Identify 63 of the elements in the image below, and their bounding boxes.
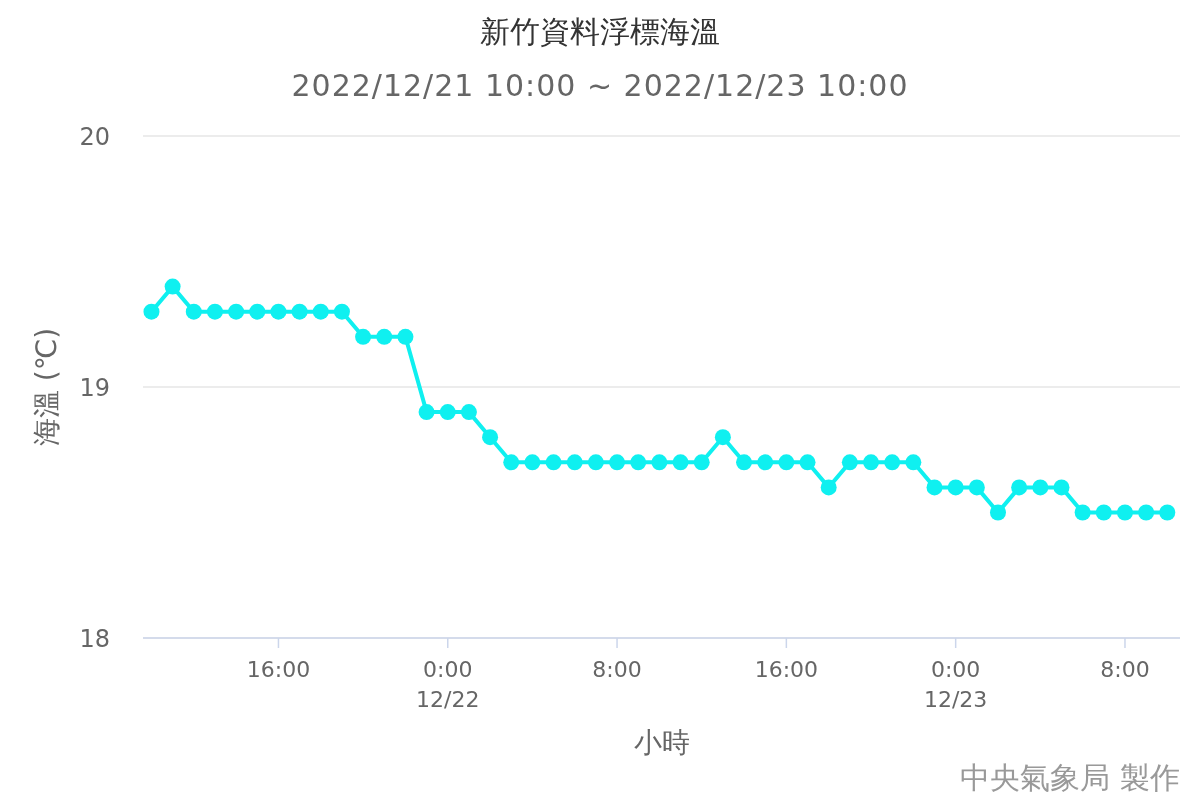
x-tick-label: 16:00: [246, 657, 311, 682]
point: [482, 429, 499, 446]
point: [947, 479, 964, 496]
point: [1159, 504, 1176, 521]
point: [291, 303, 308, 320]
point: [905, 454, 922, 471]
point: [587, 454, 604, 471]
text: 中央氣象局 製作: [960, 760, 1180, 795]
point: [1095, 504, 1112, 521]
point: [503, 454, 520, 471]
point: [524, 454, 541, 471]
point: [355, 328, 372, 345]
point: [1116, 504, 1133, 521]
point: [757, 454, 774, 471]
point: [820, 479, 837, 496]
point: [778, 454, 795, 471]
point: [1011, 479, 1028, 496]
x-axis-title: 小時: [633, 726, 690, 759]
point: [418, 404, 435, 421]
chart-subtitle: 2022/12/21 10:00 ~ 2022/12/23 10:00: [291, 68, 909, 103]
point: [460, 404, 477, 421]
point: [566, 454, 583, 471]
point: [884, 454, 901, 471]
point: [397, 328, 414, 345]
point: [799, 454, 816, 471]
y-tick-label: 19: [79, 374, 110, 402]
point: [333, 303, 350, 320]
x-tick-label: 16:00: [754, 657, 819, 682]
x-tick-label: 8:00: [1100, 657, 1150, 682]
x-tick-label: 8:00: [592, 657, 642, 682]
point: [736, 454, 753, 471]
point: [206, 303, 223, 320]
point: [143, 303, 160, 320]
y-tick-label: 20: [79, 123, 110, 151]
point: [228, 303, 245, 320]
point: [863, 454, 880, 471]
point: [185, 303, 202, 320]
point: [1053, 479, 1070, 496]
point: [672, 454, 689, 471]
chart-title: 新竹資料浮標海溫: [480, 14, 720, 49]
point: [376, 328, 393, 345]
point: [841, 454, 858, 471]
point: [714, 429, 731, 446]
x-tick-label: 0:00 12/22: [416, 657, 480, 712]
point: [630, 454, 647, 471]
y-axis-title: 海溫 (℃): [30, 327, 63, 447]
point: [926, 479, 943, 496]
x-tick-label: 0:00 12/23: [923, 657, 988, 712]
point: [990, 504, 1006, 521]
point: [545, 454, 562, 471]
point: [693, 454, 710, 471]
y-tick-label: 18: [79, 625, 110, 653]
point: [1138, 504, 1155, 521]
point: [968, 479, 985, 496]
point: [651, 454, 668, 471]
point: [439, 404, 456, 421]
point: [1032, 479, 1049, 496]
point: [1074, 504, 1091, 521]
point: [249, 303, 266, 320]
point: [270, 303, 287, 320]
point: [609, 454, 626, 471]
point: [164, 278, 181, 295]
point: [312, 303, 329, 320]
